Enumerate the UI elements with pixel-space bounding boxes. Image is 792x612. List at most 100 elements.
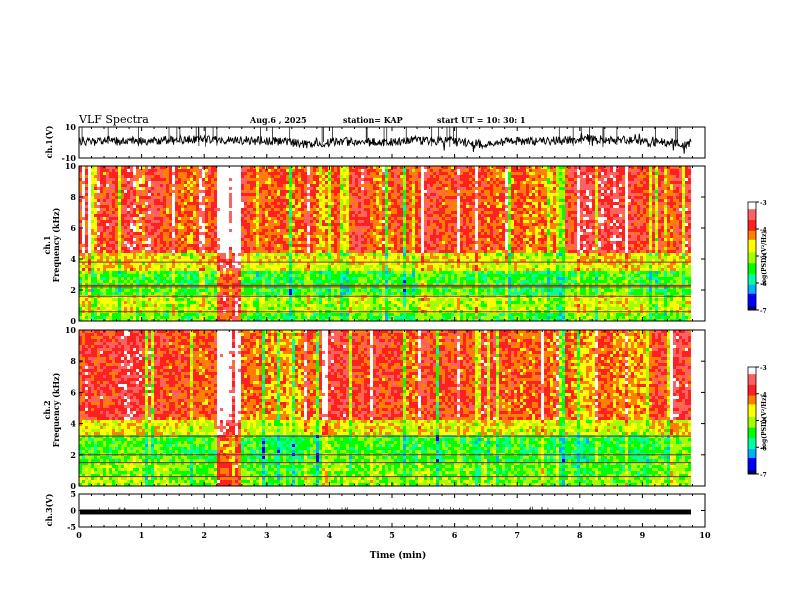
s1-cell [121, 175, 124, 178]
s1-cell [232, 286, 235, 289]
s1-cell [295, 241, 298, 244]
s1-cell [229, 319, 232, 321]
s1-cell [334, 169, 337, 172]
s1-cell [217, 247, 220, 250]
s1-cell [82, 190, 85, 193]
s1-cell [148, 241, 151, 244]
s1-cell [271, 193, 274, 196]
s1-cell [268, 181, 271, 184]
s1-cell [337, 187, 340, 190]
s1-cell [289, 286, 292, 289]
s1-cell [130, 169, 133, 172]
s1-cell [247, 229, 250, 232]
s1-cell [295, 286, 298, 289]
s1-cell [355, 244, 358, 247]
s1-cell [184, 247, 187, 250]
s1-cell [169, 187, 172, 190]
s1-cell [274, 223, 277, 226]
s1-cell [286, 226, 289, 229]
s1-cell [157, 250, 160, 253]
s1-cell [88, 190, 91, 193]
s1-cell [160, 169, 163, 172]
s1-cell [301, 172, 304, 175]
s1-cell [241, 289, 244, 292]
s1-cell [163, 175, 166, 178]
s1-cell [94, 313, 97, 316]
s1-cell [310, 166, 313, 169]
s1-cell [220, 223, 223, 226]
s1-cell [355, 265, 358, 268]
s1-cell [271, 178, 274, 181]
s1-cell [97, 319, 100, 321]
s1-cell [106, 313, 109, 316]
s1-cell [172, 319, 175, 321]
s1-cell [259, 217, 262, 220]
s1-cell [349, 253, 352, 256]
s1-cell [178, 283, 181, 286]
s1-cell [262, 184, 265, 187]
s1-cell [133, 292, 136, 295]
s1-cell [115, 277, 118, 280]
s1-cell [229, 241, 232, 244]
s1-cell [82, 232, 85, 235]
s1-cell [265, 193, 268, 196]
s1-cell [271, 259, 274, 262]
s1-cell [232, 277, 235, 280]
s1-cell [115, 223, 118, 226]
s1-cell [340, 211, 343, 214]
s1-cell [301, 265, 304, 268]
s1-cell [238, 286, 241, 289]
s1-cell [343, 193, 346, 196]
s1-cell [157, 301, 160, 304]
s1-cell [322, 268, 325, 271]
s1-cell [289, 271, 292, 274]
s1-cell [319, 304, 322, 307]
s1-cell [334, 250, 337, 253]
s1-cell [136, 223, 139, 226]
s1-cell [82, 268, 85, 271]
s1-cell [109, 262, 112, 265]
s1-cell [91, 169, 94, 172]
s1-cell [274, 292, 277, 295]
s1-cell [328, 181, 331, 184]
s1-cell [280, 256, 283, 259]
s1-cell [112, 286, 115, 289]
s1-cell [322, 253, 325, 256]
s1-cell [142, 313, 145, 316]
s1-cell [313, 226, 316, 229]
s1-cell [325, 301, 328, 304]
s1-cell [196, 229, 199, 232]
s1-cell [157, 319, 160, 321]
s1-cell [193, 214, 196, 217]
s1-cell [259, 193, 262, 196]
s1-cell [85, 208, 88, 211]
s1-cell [172, 193, 175, 196]
s1-cell [316, 316, 319, 319]
s1-cell [148, 181, 151, 184]
s1-cell [214, 304, 217, 307]
s1-cell [265, 199, 268, 202]
s1-cell [265, 292, 268, 295]
s1-cell [220, 316, 223, 319]
s1-cell [271, 262, 274, 265]
s1-cell [109, 205, 112, 208]
s1-cell [127, 175, 130, 178]
s1-cell [316, 175, 319, 178]
s1-cell [175, 313, 178, 316]
s1-cell [316, 286, 319, 289]
s1-cell [325, 319, 328, 321]
s1-cell [322, 235, 325, 238]
s1-cell [343, 292, 346, 295]
s1-cell [346, 277, 349, 280]
s1-cell [313, 256, 316, 259]
s1-cell [235, 220, 238, 223]
s1-cell [148, 259, 151, 262]
s1-cell [163, 193, 166, 196]
s1-cell [124, 280, 127, 283]
s1-cell [199, 229, 202, 232]
s1-cell [154, 292, 157, 295]
s1-cell [343, 235, 346, 238]
s1-cell [100, 280, 103, 283]
s1-cell [163, 208, 166, 211]
s1-cell [175, 208, 178, 211]
